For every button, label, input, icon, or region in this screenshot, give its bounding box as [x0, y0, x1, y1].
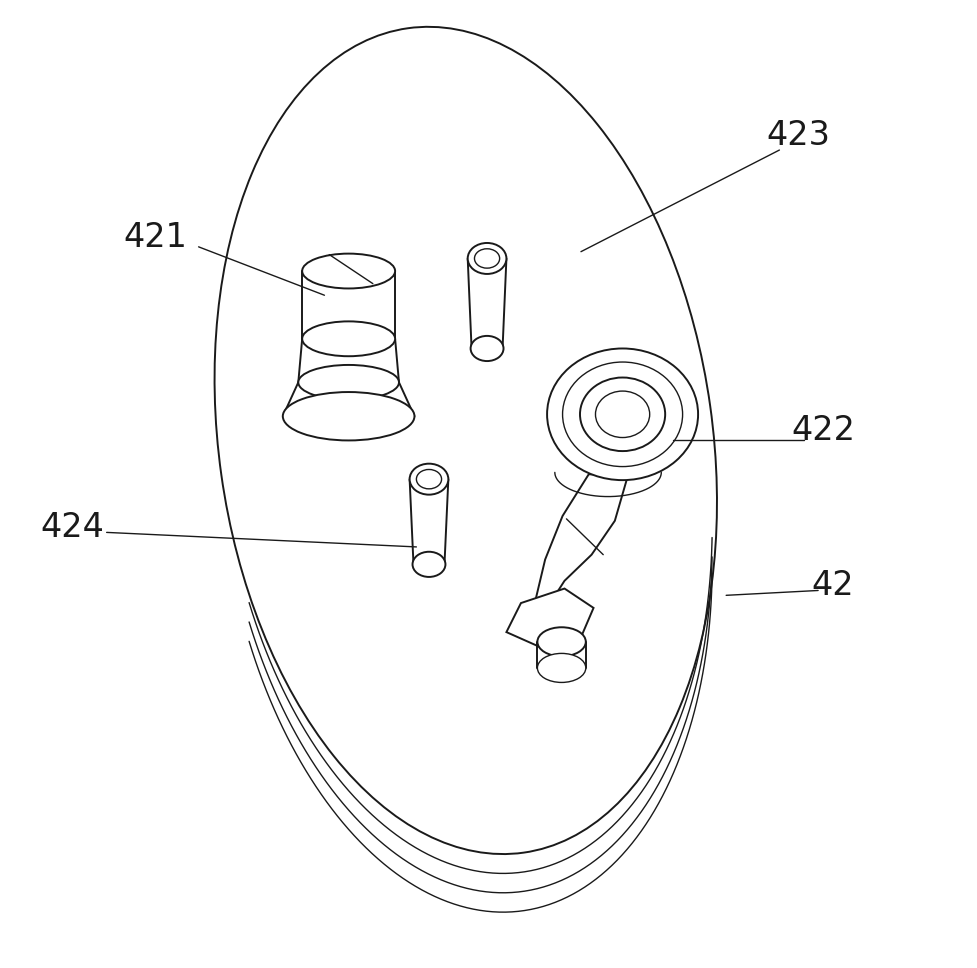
Polygon shape — [535, 472, 627, 608]
Ellipse shape — [302, 321, 395, 356]
Ellipse shape — [595, 391, 649, 438]
Ellipse shape — [409, 464, 447, 495]
Ellipse shape — [470, 336, 503, 361]
Ellipse shape — [302, 254, 395, 288]
Polygon shape — [506, 589, 593, 651]
Ellipse shape — [474, 249, 499, 268]
Text: 424: 424 — [41, 511, 105, 544]
Ellipse shape — [298, 365, 399, 400]
Ellipse shape — [282, 392, 414, 440]
Ellipse shape — [562, 362, 682, 467]
Text: 42: 42 — [811, 569, 853, 602]
Text: 421: 421 — [123, 221, 187, 254]
Ellipse shape — [467, 243, 506, 274]
Ellipse shape — [412, 552, 445, 577]
Ellipse shape — [536, 627, 585, 656]
Ellipse shape — [546, 348, 698, 480]
Ellipse shape — [579, 378, 664, 451]
Text: 422: 422 — [790, 414, 854, 447]
Ellipse shape — [214, 27, 716, 854]
Ellipse shape — [416, 469, 442, 489]
Text: 423: 423 — [766, 119, 829, 152]
Ellipse shape — [536, 653, 585, 682]
